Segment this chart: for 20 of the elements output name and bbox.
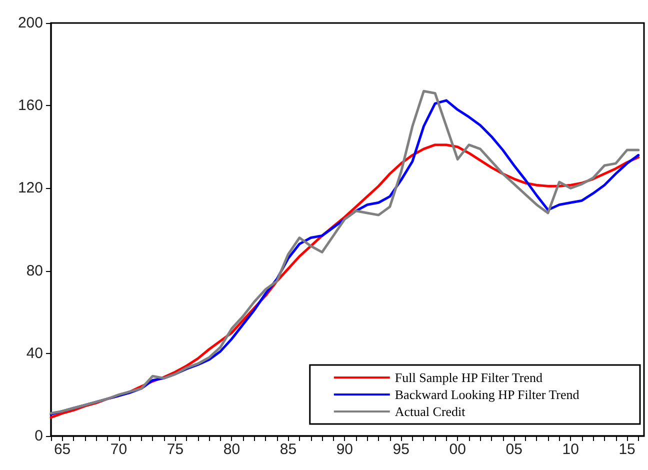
x-tick-label: 10 (562, 441, 579, 458)
x-tick-label: 70 (110, 441, 128, 458)
y-tick-label: 120 (18, 180, 43, 197)
x-tick-label: 65 (54, 441, 71, 458)
legend-label: Backward Looking HP Filter Trend (394, 387, 580, 402)
x-tick-label: 85 (280, 441, 297, 458)
legend-label: Actual Credit (394, 404, 466, 419)
y-tick-label: 200 (18, 14, 43, 32)
x-tick-label: 05 (506, 441, 522, 458)
x-tick-label: 90 (336, 441, 354, 458)
x-tick-label: 95 (392, 441, 410, 458)
y-tick-label: 80 (26, 262, 43, 280)
x-tick-label: 00 (449, 441, 466, 458)
y-tick-label: 160 (18, 97, 43, 114)
legend-label: Full Sample HP Filter Trend (394, 370, 543, 385)
x-tick-label: 15 (618, 441, 636, 458)
x-tick-label: 80 (223, 441, 240, 458)
x-tick-label: 75 (166, 441, 184, 458)
y-tick-label: 0 (34, 428, 43, 444)
y-tick-label: 40 (26, 344, 43, 362)
